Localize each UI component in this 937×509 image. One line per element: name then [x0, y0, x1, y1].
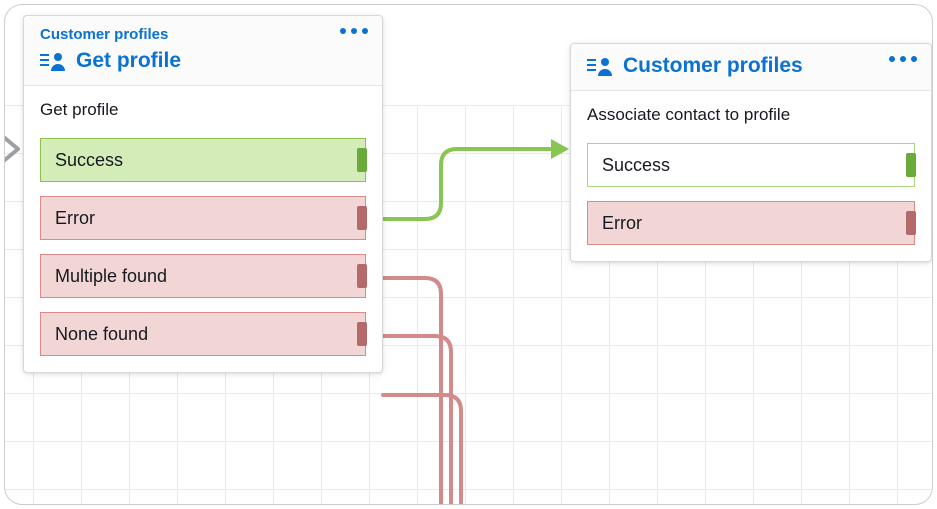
- node-header[interactable]: Customer profiles Get profile: [24, 16, 382, 86]
- customer-profiles-icon: [40, 50, 66, 72]
- outcome-label: None found: [55, 324, 148, 345]
- outcome-label: Error: [602, 213, 642, 234]
- entry-port-icon: [4, 131, 25, 167]
- node-title: Get profile: [76, 49, 181, 73]
- outcome-label: Success: [602, 155, 670, 176]
- node-body: Get profile Success Error Multiple found Non…: [24, 86, 382, 372]
- outcome-port[interactable]: [357, 322, 367, 346]
- outcome-none-found[interactable]: None found: [40, 312, 366, 356]
- node-header[interactable]: Customer profiles: [571, 44, 931, 91]
- outcome-port[interactable]: [906, 211, 916, 235]
- outcome-error[interactable]: Error: [587, 201, 915, 245]
- customer-profiles-icon: [587, 55, 613, 77]
- outcome-label: Success: [55, 150, 123, 171]
- outcome-error[interactable]: Error: [40, 196, 366, 240]
- node-body: Associate contact to profile Success Error: [571, 91, 931, 261]
- node-category: Customer profiles: [40, 26, 366, 43]
- outcome-port[interactable]: [357, 148, 367, 172]
- outcome-port[interactable]: [357, 206, 367, 230]
- outcome-success[interactable]: Success: [587, 143, 915, 187]
- flow-node-node1[interactable]: Customer profiles Get profile Get profile S…: [23, 15, 383, 373]
- outcome-label: Multiple found: [55, 266, 167, 287]
- flow-canvas[interactable]: Customer profiles Get profile Get profile S…: [4, 4, 933, 505]
- more-menu-icon[interactable]: [889, 56, 917, 62]
- node-subtitle: Get profile: [40, 100, 366, 120]
- outcome-multiple-found[interactable]: Multiple found: [40, 254, 366, 298]
- flow-node-node2[interactable]: Customer profiles Associate contact to pr…: [570, 43, 932, 262]
- outcome-port[interactable]: [357, 264, 367, 288]
- outcome-port[interactable]: [906, 153, 916, 177]
- more-menu-icon[interactable]: [340, 28, 368, 34]
- node-title: Customer profiles: [623, 54, 803, 78]
- node-subtitle: Associate contact to profile: [587, 105, 915, 125]
- outcome-label: Error: [55, 208, 95, 229]
- outcome-success[interactable]: Success: [40, 138, 366, 182]
